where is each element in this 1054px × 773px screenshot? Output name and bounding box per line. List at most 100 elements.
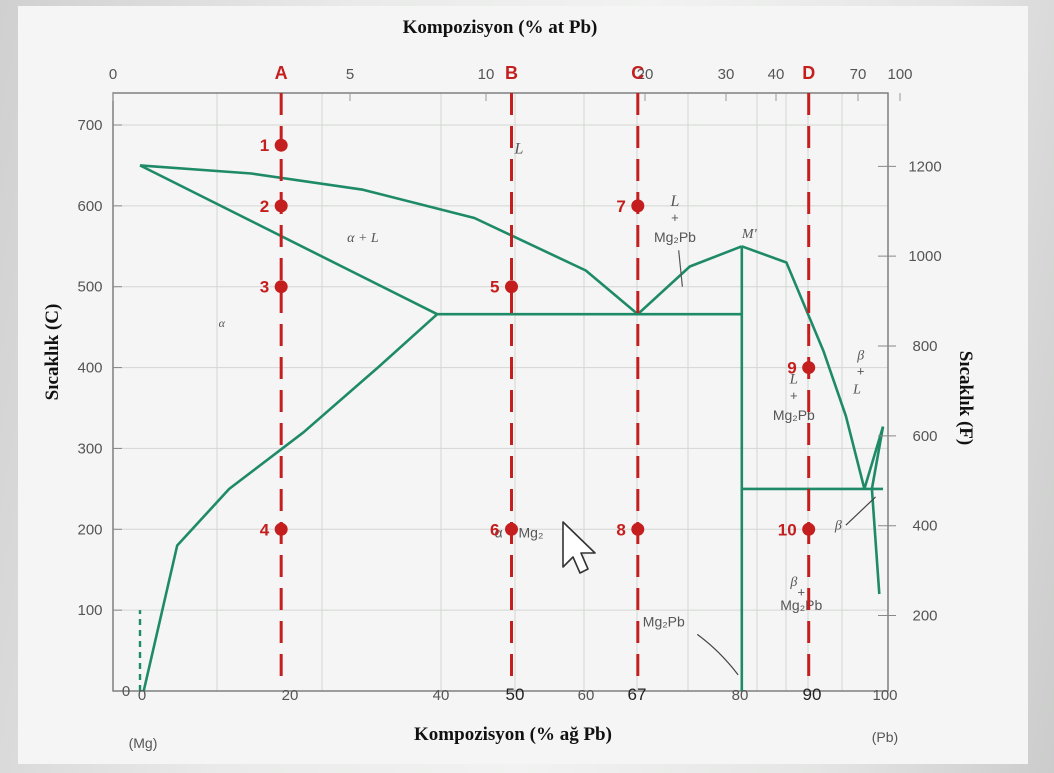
y-axis-title-left: Sıcaklık (C): [42, 304, 63, 401]
composition-label-A: A: [275, 63, 288, 83]
x-tick-bottom: 20: [282, 687, 299, 704]
region-label: α + L: [347, 231, 379, 246]
region-label: L: [852, 382, 861, 397]
y-axis-title-right: Sıcaklık (F): [955, 351, 976, 445]
point-7: [631, 199, 645, 213]
region-label: Mg₂Pb: [780, 597, 822, 613]
phase-boundary-solidus-beta: [870, 426, 885, 490]
point-label: 1: [260, 136, 269, 155]
region-label: α + Mg₂: [494, 524, 543, 540]
x-tick-bottom: 80: [732, 687, 749, 704]
region-label: L: [789, 372, 798, 388]
y-origin-label: 0: [122, 683, 130, 700]
y-tick-left: 100: [77, 602, 102, 619]
composition-label-D: D: [802, 63, 815, 83]
x-axis-title: Kompozisyon (% ağ Pb): [414, 724, 612, 745]
region-label: L: [670, 193, 680, 210]
point-label: 7: [616, 197, 625, 216]
x-tick-top: 0: [109, 66, 117, 83]
mg-end-label: (Mg): [129, 735, 158, 751]
x-tick-top: 5: [346, 66, 354, 83]
point-5: [505, 280, 518, 294]
region-label: M': [741, 227, 758, 242]
point-label: 9: [787, 359, 796, 378]
phase-boundary-liquidus-mg2pb-right: [741, 245, 866, 490]
y-tick-left: 200: [77, 521, 102, 538]
phase-boundaries: [138, 164, 885, 692]
composition-label-B: B: [505, 63, 518, 83]
x-tick-bottom: 0: [138, 687, 146, 704]
x-tick-top: 100: [887, 66, 912, 83]
phase-boundary-solidus-alpha: [139, 164, 438, 316]
point-label: 6: [490, 520, 499, 539]
point-label: 2: [260, 197, 269, 216]
region-label: L: [513, 140, 523, 157]
point-4: [274, 522, 288, 536]
x-tick-top: 20: [637, 66, 654, 83]
x-tick-bottom: 50: [506, 685, 525, 704]
region-label: Mg₂Pb: [654, 229, 696, 245]
region-label: β: [834, 518, 842, 533]
y-tick-right: 600: [912, 428, 937, 445]
y-tick-right: 800: [912, 338, 937, 355]
region-label: +: [790, 388, 798, 403]
point-2: [274, 199, 288, 213]
paper-sheet: [18, 6, 1028, 764]
region-label: Mg₂Pb: [773, 407, 815, 423]
x-tick-top: 70: [850, 66, 867, 83]
x-tick-bottom: 60: [578, 687, 595, 704]
region-label: β: [789, 575, 797, 590]
region-label: +: [857, 364, 865, 379]
phase-boundary-solvus-alpha: [142, 313, 439, 692]
y-tick-right: 1000: [908, 248, 941, 265]
point-3: [274, 280, 288, 294]
phase-boundary-solvus-beta: [870, 488, 881, 595]
point-1: [274, 138, 288, 152]
pb-end-label: (Pb): [872, 729, 898, 745]
arrow-line: [845, 496, 876, 526]
x-tick-bottom: 67: [628, 685, 647, 704]
region-label: Mg₂Pb: [643, 613, 685, 629]
point-6: [505, 522, 518, 536]
data-points: 1 2 3 4 5 6 7 8 9 10: [260, 136, 816, 539]
y-tick-right: 1200: [908, 158, 941, 175]
x-tick-bottom: 40: [433, 687, 450, 704]
mouse-cursor-icon: [562, 521, 596, 574]
point-10: [802, 522, 816, 536]
y-tick-left: 700: [77, 117, 102, 134]
point-label: 5: [490, 278, 499, 297]
y-tick-right: 200: [912, 608, 937, 625]
x-tick-bottom: 100: [872, 687, 897, 704]
x-tick-bottom: 90: [803, 685, 822, 704]
phase-boundary-liquidus-mg: [139, 164, 639, 316]
phase-boundary-liquidus-mg2pb-left: [636, 245, 743, 316]
top-axis-title: Kompozisyon (% at Pb): [403, 17, 598, 38]
x-tick-top: 40: [768, 66, 785, 83]
composition-label-C: C: [631, 63, 644, 83]
region-label: +: [671, 210, 679, 225]
grid: [113, 93, 888, 692]
point-label: 3: [260, 278, 269, 297]
point-9: [802, 361, 816, 375]
point-label: 4: [260, 520, 270, 539]
y-tick-left: 300: [77, 440, 102, 457]
y-tick-left: 500: [77, 279, 102, 296]
x-tick-top: 10: [478, 66, 495, 83]
arrow-line: [678, 250, 683, 287]
point-label: 8: [616, 520, 625, 539]
y-tick-right: 400: [912, 518, 937, 535]
point-label: 10: [778, 520, 797, 539]
point-8: [631, 522, 645, 536]
y-tick-left: 400: [77, 360, 102, 377]
x-tick-top: 30: [718, 66, 735, 83]
region-label: +: [797, 584, 805, 599]
arrow-line: [696, 633, 739, 676]
region-label: α: [219, 316, 226, 330]
composition-lines: A B C D: [275, 63, 815, 680]
region-label: β: [856, 348, 864, 363]
plot-frame: [112, 92, 889, 692]
y-tick-left: 600: [77, 198, 102, 215]
